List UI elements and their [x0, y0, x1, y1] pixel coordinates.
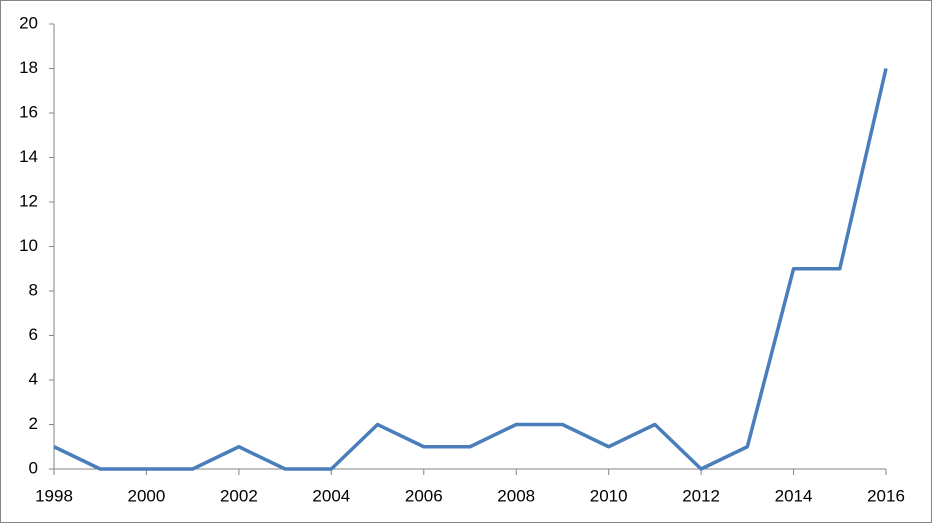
x-tick-label: 2016	[867, 486, 905, 505]
y-tick-label: 14	[19, 147, 38, 166]
x-tick-label: 2000	[128, 486, 166, 505]
y-tick-label: 6	[29, 325, 38, 344]
data-line	[53, 68, 888, 471]
y-tick-label: 18	[19, 58, 38, 77]
y-tick-label: 8	[29, 280, 38, 299]
y-tick-label: 4	[29, 369, 38, 388]
y-tick-label: 0	[29, 458, 38, 477]
x-tick-label: 2012	[682, 486, 720, 505]
y-tick-label: 10	[19, 236, 38, 255]
x-tick-label: 2006	[405, 486, 443, 505]
x-tick-label: 1998	[35, 486, 73, 505]
x-tick-label: 2008	[497, 486, 535, 505]
y-tick-label: 20	[19, 13, 38, 32]
y-tick-label: 16	[19, 102, 38, 121]
y-tick-label: 12	[19, 191, 38, 210]
x-tick-label: 2004	[312, 486, 350, 505]
y-tick-label: 2	[29, 414, 38, 433]
x-tick-label: 2014	[775, 486, 813, 505]
x-tick-label: 2010	[590, 486, 628, 505]
x-tick-label: 2002	[220, 486, 258, 505]
